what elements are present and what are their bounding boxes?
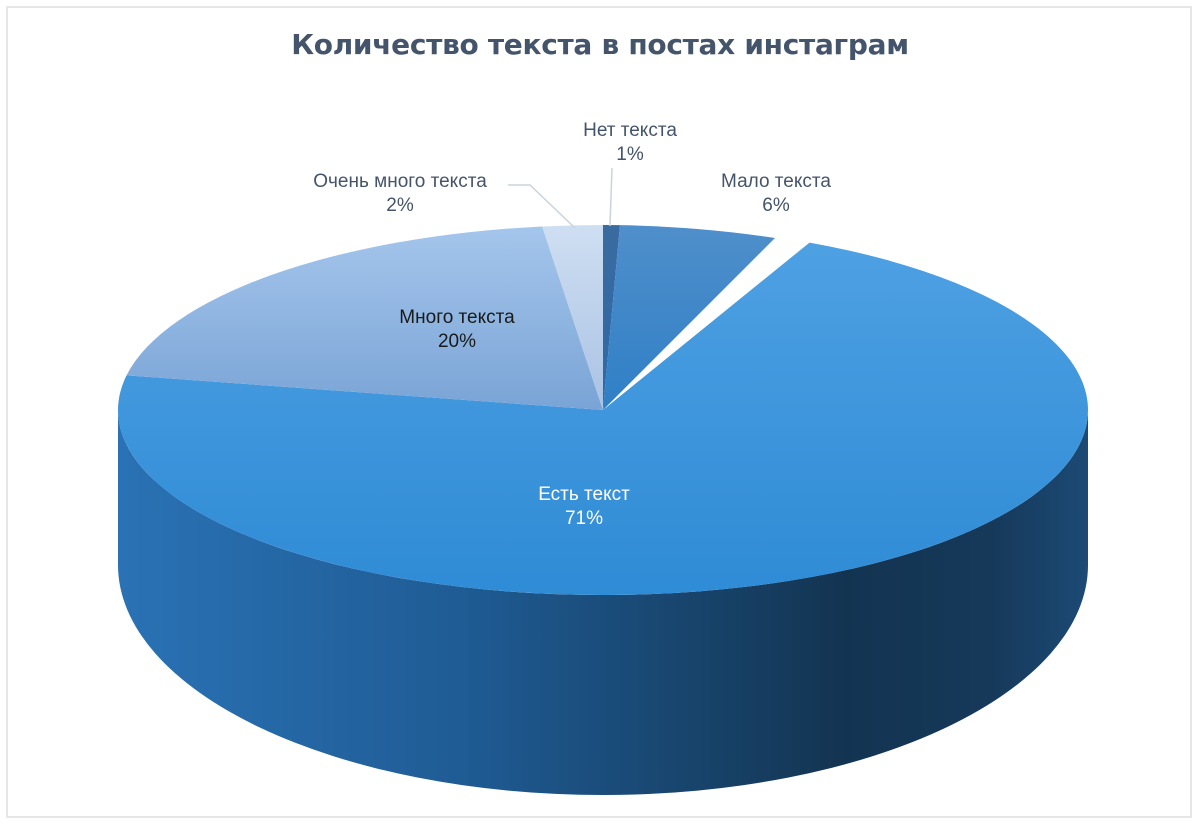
pie-side-wall [118, 410, 1088, 795]
label-pct: 6% [762, 195, 790, 216]
data-label-malo-teksta: Мало текста 6% [721, 170, 831, 218]
chart-title: Количество текста в постах инстаграм [291, 28, 909, 61]
label-name: Очень много текста [313, 171, 487, 192]
label-pct: 71% [564, 508, 604, 529]
label-pct: 2% [386, 195, 414, 216]
data-label-mnogo-teksta: Много текста 20% [399, 306, 514, 354]
leader-line-ochen-mnogo [508, 184, 576, 229]
label-name: Нет текста [583, 120, 677, 141]
slice-mnogo-teksta[interactable] [126, 226, 603, 411]
label-pct: 1% [616, 144, 644, 165]
label-name: Есть текст [538, 484, 630, 505]
leader-line-net-teksta [609, 167, 613, 227]
label-name: Много текста [399, 307, 515, 328]
slice-ochen-mnogo-teksta[interactable] [542, 225, 603, 410]
label-name: Мало текста [721, 171, 831, 192]
slice-net-teksta[interactable] [603, 224, 620, 410]
slice-malo-teksta[interactable] [603, 225, 775, 410]
label-pct: 20% [437, 331, 477, 352]
data-label-est-tekst: Есть текст 71% [538, 483, 630, 531]
data-label-net-teksta: Нет текста 1% [583, 119, 677, 167]
slice-est-tekst[interactable] [117, 242, 1088, 595]
data-label-ochen-mnogo-teksta: Очень много текста 2% [313, 170, 487, 218]
